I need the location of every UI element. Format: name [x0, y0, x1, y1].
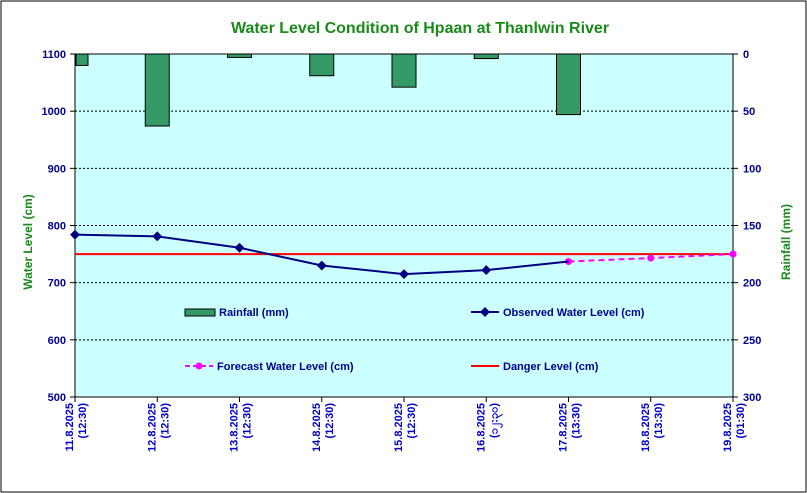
right-tick-label: 250	[743, 335, 761, 347]
x-tick-label-time: (12:30)	[324, 403, 336, 439]
observed-point	[152, 231, 163, 242]
observed-point	[234, 242, 245, 253]
x-tick-label-date: 15.8.2025	[393, 403, 405, 452]
right-axis-label: Rainfall (mm)	[779, 204, 793, 280]
legend-rainfall-label: Rainfall (mm)	[219, 307, 289, 319]
left-tick-label: 900	[48, 163, 66, 175]
chart-title: Water Level Condition of Hpaan at Thanlw…	[231, 20, 609, 37]
x-tick-label-date: 16.8.2025	[475, 403, 487, 452]
left-axis-label: Water Level (cm)	[21, 194, 35, 290]
left-tick-label: 500	[48, 392, 66, 404]
observed-point	[70, 229, 80, 240]
left-tick-label: 1100	[42, 49, 66, 61]
forecast-point	[647, 254, 655, 262]
rainfall-bar	[227, 53, 252, 58]
legend: Rainfall (mm) Observed Water Level (cm) Fo…	[184, 307, 645, 373]
x-tick-label-date: 18.8.2025	[640, 403, 652, 452]
x-tick-label-time: (12:30)	[159, 403, 171, 439]
observed-point	[316, 260, 327, 271]
rainfall-bar	[75, 53, 89, 66]
x-tick-label-time: (12:30)	[77, 403, 89, 439]
x-tick-label-time: (12:30)	[406, 403, 418, 439]
right-tick-label: 150	[743, 221, 761, 233]
rainfall-bar	[309, 53, 335, 77]
rainfall-bar	[556, 53, 581, 116]
left-tick-label: 800	[48, 221, 66, 233]
gridlines	[75, 110, 733, 341]
right-tick-label: 100	[743, 163, 761, 175]
x-tick-label-date: 19.8.2025	[722, 403, 734, 452]
legend-observed-marker	[480, 307, 490, 317]
x-tick-label-date: 17.8.2025	[558, 403, 570, 452]
forecast-point	[729, 250, 737, 258]
x-tick-label-date: 13.8.2025	[229, 403, 241, 452]
legend-forecast-marker	[195, 362, 203, 370]
right-tick-label: 200	[743, 278, 761, 290]
legend-rainfall-swatch	[184, 308, 216, 317]
right-tick-label: 50	[743, 106, 755, 118]
rainfall-bar	[144, 53, 170, 127]
x-tick-label-date: 11.8.2025	[64, 403, 76, 451]
x-tick-label-date: 12.8.2025	[146, 403, 158, 452]
left-tick-label: 700	[48, 278, 66, 290]
legend-forecast-label: Forecast Water Level (cm)	[217, 361, 354, 373]
observed-point	[399, 269, 409, 280]
x-tick-label-time: (12:30)	[242, 403, 254, 439]
lines	[70, 229, 737, 280]
x-tick-label-time: (13:30)	[571, 403, 583, 439]
x-tick-label-time: (၁၂:၃၀)	[488, 403, 503, 438]
axes: 500 600 700 800 900 1000 1100 0 50 100 150 200 250 30…	[42, 49, 762, 452]
x-tick-label-date: 14.8.2025	[311, 403, 323, 452]
left-tick-label: 600	[48, 335, 66, 347]
legend-observed-label: Observed Water Level (cm)	[503, 307, 645, 319]
x-tick-label-time: (01:30)	[735, 403, 747, 439]
rainfall-bar	[473, 53, 499, 60]
rainfall-bars	[75, 53, 581, 127]
left-tick-label: 1000	[42, 106, 66, 118]
observed-point	[481, 265, 492, 276]
rainfall-bar	[391, 53, 417, 88]
right-tick-label: 300	[743, 392, 761, 404]
x-tick-label-time: (13:30)	[653, 403, 665, 439]
legend-danger-label: Danger Level (cm)	[503, 361, 599, 373]
right-tick-label: 0	[743, 49, 749, 61]
